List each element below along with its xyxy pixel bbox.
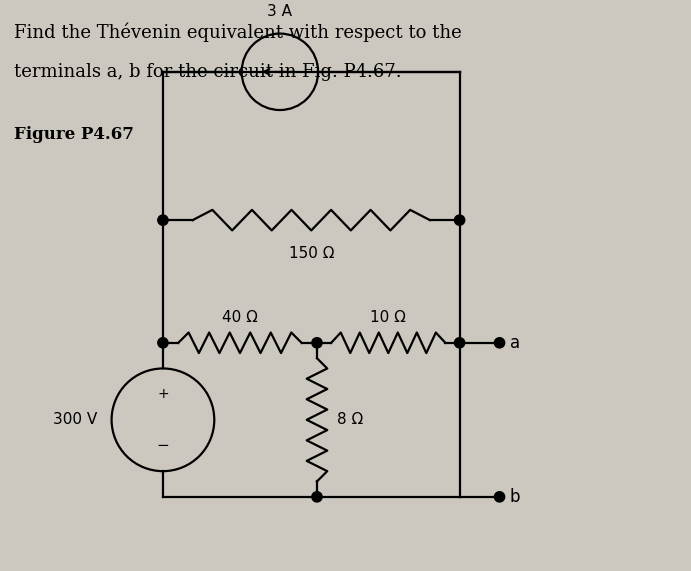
Text: 150 Ω: 150 Ω	[289, 246, 334, 261]
Circle shape	[312, 492, 322, 502]
Text: b: b	[510, 488, 520, 506]
Text: 3 A: 3 A	[267, 5, 292, 19]
Circle shape	[158, 337, 168, 348]
Circle shape	[312, 337, 322, 348]
Text: 10 Ω: 10 Ω	[370, 309, 406, 324]
Text: 8 Ω: 8 Ω	[337, 412, 363, 427]
Text: a: a	[510, 334, 520, 352]
Circle shape	[455, 215, 465, 226]
Circle shape	[494, 337, 504, 348]
Text: Find the Thévenin equivalent with respect to the: Find the Thévenin equivalent with respec…	[14, 23, 462, 42]
Text: Figure P4.67: Figure P4.67	[14, 126, 133, 143]
Circle shape	[494, 492, 504, 502]
Text: 40 Ω: 40 Ω	[222, 309, 258, 324]
Text: terminals a, b for the circuit in Fig. P4.67.: terminals a, b for the circuit in Fig. P…	[14, 63, 401, 81]
Text: +: +	[157, 387, 169, 401]
Circle shape	[455, 337, 465, 348]
Circle shape	[158, 215, 168, 226]
Text: 300 V: 300 V	[53, 412, 97, 427]
Text: −: −	[157, 438, 169, 453]
